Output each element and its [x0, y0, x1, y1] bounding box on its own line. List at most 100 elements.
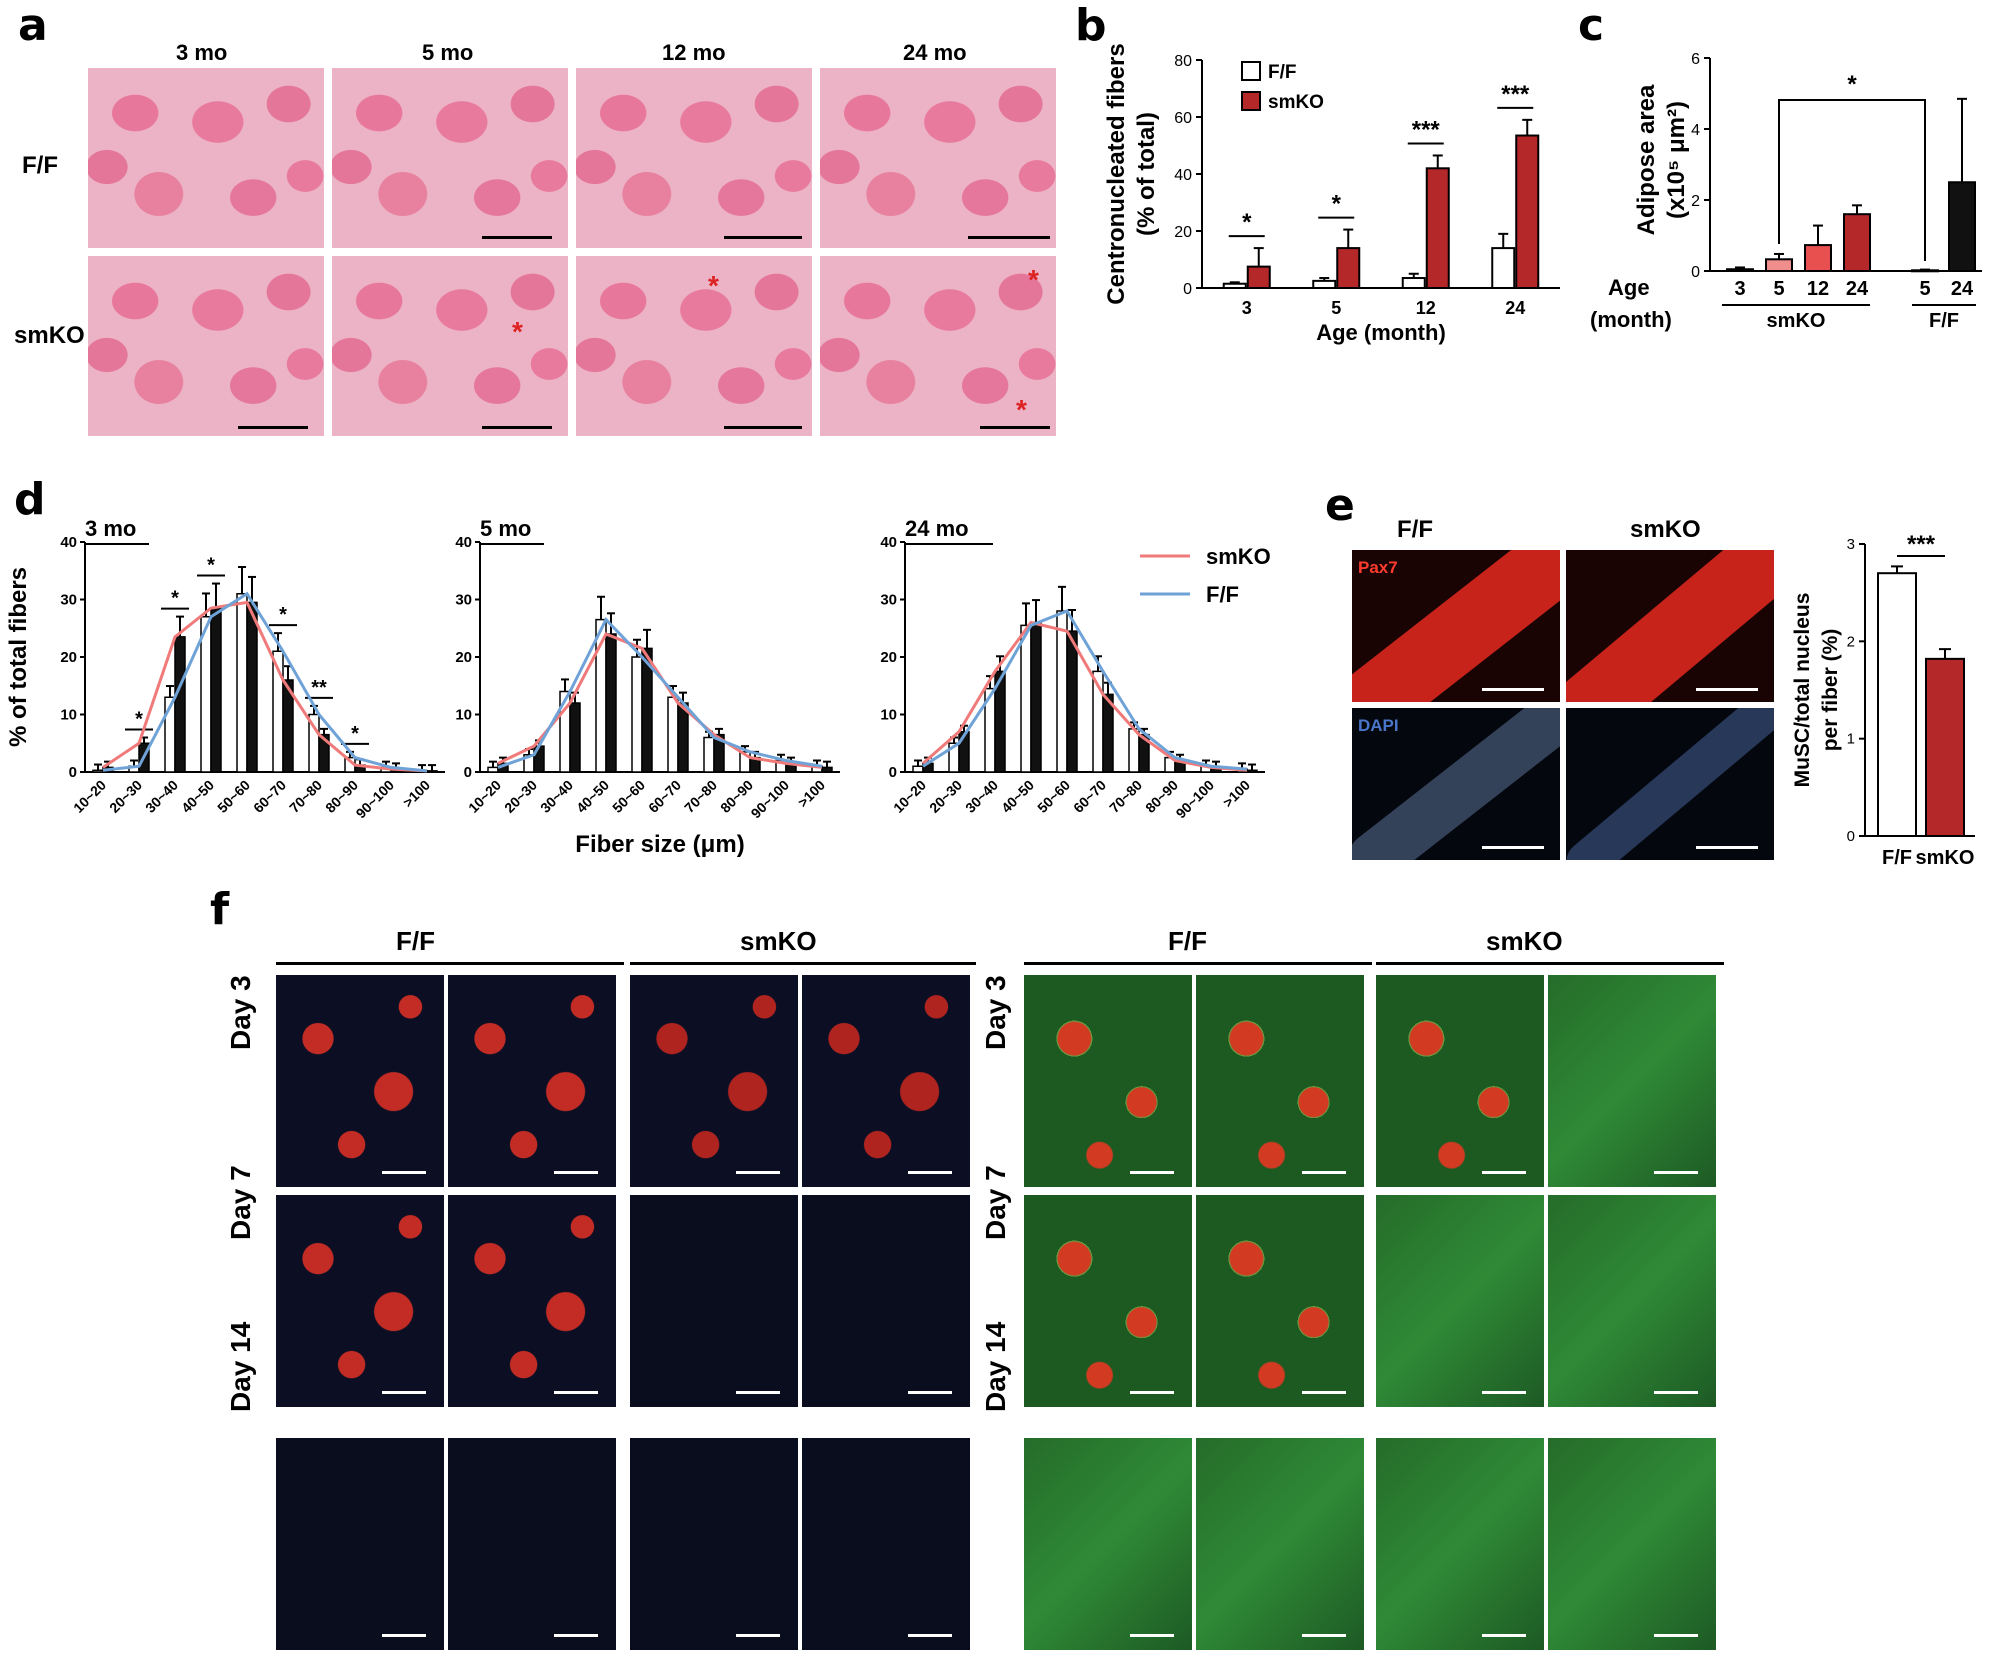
x-tick-label: 5 — [1773, 278, 1784, 300]
y-tick-label: 4 — [1691, 122, 1700, 139]
legend-swatch — [1241, 61, 1261, 81]
f-group-line — [1024, 962, 1372, 965]
if-image-tile — [630, 1195, 798, 1407]
bar — [1056, 610, 1068, 773]
significance-mark: ** — [311, 677, 327, 699]
y-axis-label: (% of total) — [1133, 112, 1160, 236]
chart-b: 0 20 40 60 80 Centronucleated fibers (% of tot… — [1103, 43, 1560, 345]
y-tick-label: 20 — [455, 649, 472, 666]
bar — [1843, 213, 1871, 272]
x-tick-label: >100 — [1220, 777, 1254, 811]
x-tick-label: 24 — [1505, 298, 1525, 318]
bar — [210, 607, 222, 773]
bar — [1877, 572, 1917, 837]
y-tick-label: 1 — [1847, 731, 1855, 748]
x-tick-label: 90~100 — [352, 777, 397, 822]
he-image-ff-5mo — [332, 68, 568, 248]
bar — [1336, 247, 1361, 290]
panel-label-d: d — [14, 474, 46, 525]
bar — [703, 736, 715, 773]
panel-label-e: e — [1325, 480, 1355, 531]
if-image-tile — [276, 1438, 444, 1650]
if-image-tile — [802, 975, 970, 1187]
bar — [1312, 279, 1337, 289]
bar — [92, 769, 104, 773]
if-image-tile — [1548, 1195, 1716, 1407]
x-tick-label: 5 — [1331, 298, 1341, 318]
x-tick-label: 10~20 — [890, 777, 929, 816]
significance-bracket — [1778, 99, 1926, 261]
y-tick-label: 10 — [60, 707, 77, 724]
y-tick-label: 30 — [455, 592, 472, 609]
if-image-tile — [276, 1195, 444, 1407]
x-tick-label: >100 — [400, 777, 434, 811]
significance-mark: * — [135, 709, 143, 731]
x-tick-label: 30~40 — [962, 777, 1001, 816]
row-label-ff: F/F — [22, 152, 58, 179]
significance-mark: *** — [1412, 116, 1441, 143]
if-image-tile — [1196, 975, 1364, 1187]
legend-label: F/F — [1268, 62, 1297, 83]
fit-line-ff — [102, 591, 428, 773]
pax7-image-ff: Pax7 — [1352, 550, 1560, 702]
age-label-5mo: 5 mo — [422, 40, 474, 65]
bar — [1491, 247, 1516, 290]
x-tick-label: 12 — [1807, 278, 1829, 300]
bar — [631, 656, 643, 773]
if-image-tile — [448, 1195, 616, 1407]
f-group-smko-2: smKO — [1486, 926, 1563, 956]
significance-mark: *** — [1907, 531, 1936, 558]
bar — [246, 601, 258, 773]
y-axis-label: Adipose area — [1633, 84, 1660, 235]
y-tick-label: 20 — [1174, 224, 1192, 241]
x-tick-label: 60~70 — [1070, 777, 1109, 816]
fit-line-ff — [922, 609, 1248, 771]
x-tick-label: 30~40 — [537, 777, 576, 816]
significance-mark: * — [1847, 71, 1857, 98]
legend-label: smKO — [1206, 544, 1271, 569]
fit-line-smko — [102, 600, 428, 773]
f-day-label: Day 14 — [980, 1321, 1011, 1412]
if-image-tile — [1548, 1438, 1716, 1650]
age-label-12mo: 12 mo — [662, 40, 726, 65]
bar — [1925, 657, 1965, 837]
significance-mark: * — [279, 604, 287, 626]
y-tick-label: 2 — [1847, 633, 1855, 650]
x-tick-label: 24 — [1951, 278, 1974, 300]
significance-mark: * — [351, 723, 359, 745]
f-day-label: Day 3 — [225, 975, 256, 1050]
bar — [1726, 268, 1754, 273]
x-tick-label: 70~80 — [681, 777, 720, 816]
x-axis-label: Fiber size (μm) — [575, 831, 744, 858]
y-tick-label: 80 — [1174, 53, 1192, 70]
bar — [1246, 265, 1271, 289]
he-image-ff-12mo — [576, 68, 812, 248]
x-tick-label: 20~30 — [501, 777, 540, 816]
if-image-tile — [1196, 1195, 1364, 1407]
panel-label-b: b — [1075, 0, 1107, 51]
y-tick-label: 60 — [1174, 110, 1192, 127]
chart-e: 0 1 2 3 MuSC/total nucleus per fiber (%) F/F sm… — [1791, 531, 1975, 869]
y-tick-label: 40 — [60, 534, 77, 551]
x-axis-title: Age — [1608, 275, 1650, 300]
he-image-smko-5mo: * — [332, 256, 568, 436]
fit-line-smko — [922, 620, 1248, 772]
x-tick-label: 10~20 — [465, 777, 504, 816]
legend-label: smKO — [1268, 92, 1324, 113]
bar — [487, 766, 499, 773]
if-image-tile — [630, 975, 798, 1187]
bar — [667, 696, 679, 773]
dapi-label: DAPI — [1358, 716, 1399, 735]
bar — [569, 702, 581, 773]
y-tick-label: 0 — [69, 764, 77, 781]
x-tick-label: 20~30 — [926, 777, 965, 816]
x-tick-label: 40~50 — [178, 777, 217, 816]
f-group-ff-1: F/F — [396, 926, 435, 956]
x-axis-label: Age (month) — [1316, 320, 1446, 345]
he-image-ff-24mo — [820, 68, 1056, 248]
y-tick-label: 10 — [455, 707, 472, 724]
y-axis-label: Centronucleated fibers — [1103, 43, 1130, 304]
if-image-tile — [1024, 975, 1192, 1187]
bar — [1425, 167, 1450, 289]
